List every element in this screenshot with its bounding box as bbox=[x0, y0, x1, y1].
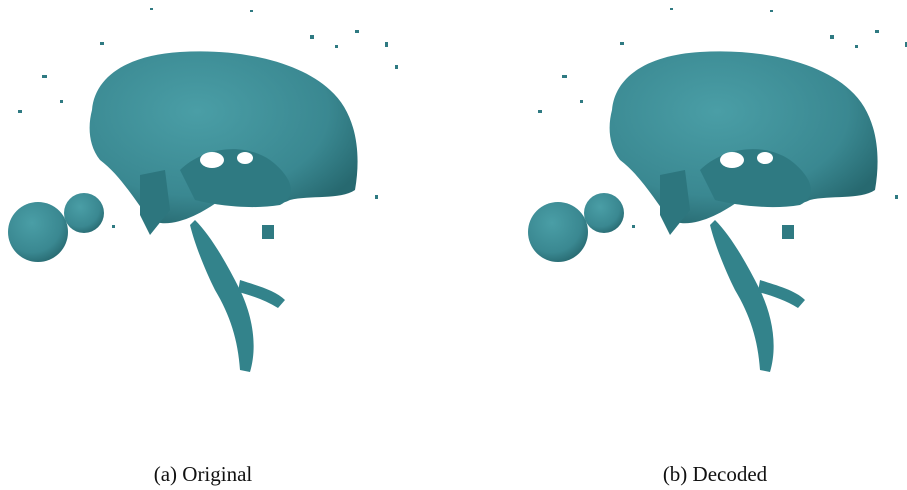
renderings bbox=[0, 0, 907, 490]
figure: (a) Original (b) Decoded bbox=[0, 0, 907, 490]
rendering-original bbox=[8, 8, 398, 372]
rendering-decoded bbox=[528, 8, 907, 372]
caption: (a) Original bbox=[53, 462, 353, 487]
caption: (b) Decoded bbox=[565, 462, 865, 487]
